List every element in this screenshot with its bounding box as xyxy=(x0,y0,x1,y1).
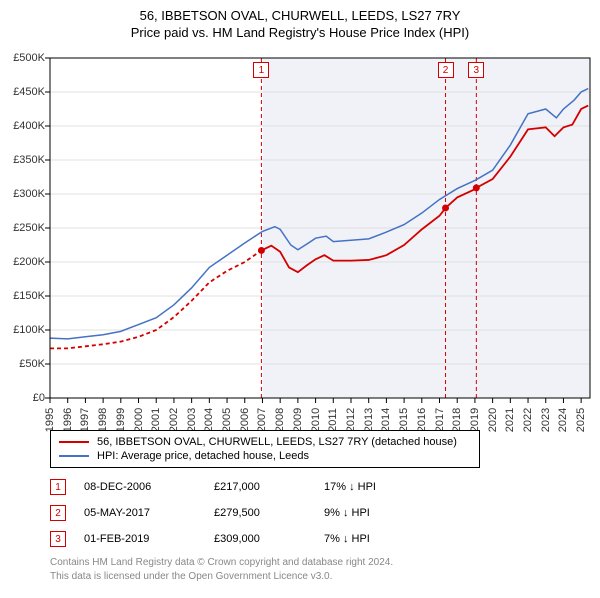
x-tick-label: 2007 xyxy=(256,408,268,432)
x-tick-label: 2000 xyxy=(133,408,145,432)
x-tick-label: 2012 xyxy=(345,408,357,432)
footer-attribution: Contains HM Land Registry data © Crown c… xyxy=(50,556,393,583)
y-tick-label: £0 xyxy=(33,392,45,404)
y-tick-label: £150K xyxy=(13,290,45,302)
legend-item: HPI: Average price, detached house, Leed… xyxy=(59,449,471,463)
sale-marker-icon: 3 xyxy=(50,531,66,547)
legend-label: HPI: Average price, detached house, Leed… xyxy=(97,450,309,462)
x-tick-label: 2009 xyxy=(292,408,304,432)
legend-swatch xyxy=(59,455,89,457)
x-tick-label: 2006 xyxy=(239,408,251,432)
x-tick-label: 2001 xyxy=(150,408,162,432)
x-tick-label: 2002 xyxy=(168,408,180,432)
x-tick-label: 2014 xyxy=(380,408,392,432)
sale-marker-1: 1 xyxy=(253,62,269,78)
y-tick-label: £250K xyxy=(13,222,45,234)
y-tick-label: £500K xyxy=(13,52,45,64)
x-tick-label: 2016 xyxy=(416,408,428,432)
x-tick-label: 2024 xyxy=(557,408,569,432)
sale-price: £279,500 xyxy=(214,507,324,519)
y-tick-label: £450K xyxy=(13,86,45,98)
footer-line2: This data is licensed under the Open Gov… xyxy=(50,570,393,584)
sale-date: 05-MAY-2017 xyxy=(84,507,214,519)
x-tick-label: 2022 xyxy=(522,408,534,432)
sale-hpi-delta: 9% ↓ HPI xyxy=(324,507,424,519)
chart-title: 56, IBBETSON OVAL, CHURWELL, LEEDS, LS27… xyxy=(0,8,600,23)
x-tick-label: 1995 xyxy=(44,408,56,432)
x-tick-label: 2021 xyxy=(504,408,516,432)
y-tick-label: £50K xyxy=(19,358,45,370)
x-tick-label: 1997 xyxy=(79,408,91,432)
sale-marker-2: 2 xyxy=(438,62,454,78)
sale-row: 2 05-MAY-2017£279,5009% ↓ HPI xyxy=(50,500,424,526)
sale-marker-icon: 1 xyxy=(50,479,66,495)
chart-svg xyxy=(44,52,596,404)
x-tick-label: 1998 xyxy=(97,408,109,432)
chart-container: 56, IBBETSON OVAL, CHURWELL, LEEDS, LS27… xyxy=(0,8,600,598)
sale-marker-3: 3 xyxy=(468,62,484,78)
sale-date: 01-FEB-2019 xyxy=(84,533,214,545)
legend-item: 56, IBBETSON OVAL, CHURWELL, LEEDS, LS27… xyxy=(59,435,471,449)
x-tick-label: 1996 xyxy=(62,408,74,432)
sales-table: 1 08-DEC-2006£217,00017% ↓ HPI 2 05-MAY-201… xyxy=(50,474,424,552)
y-tick-label: £350K xyxy=(13,154,45,166)
y-tick-label: £200K xyxy=(13,256,45,268)
x-tick-label: 2013 xyxy=(363,408,375,432)
legend: 56, IBBETSON OVAL, CHURWELL, LEEDS, LS27… xyxy=(50,430,480,468)
x-tick-label: 2023 xyxy=(540,408,552,432)
chart-area: £0£50K£100K£150K£200K£250K£300K£350K£400… xyxy=(50,58,590,398)
sale-row: 1 08-DEC-2006£217,00017% ↓ HPI xyxy=(50,474,424,500)
x-tick-label: 1999 xyxy=(115,408,127,432)
y-tick-label: £300K xyxy=(13,188,45,200)
sale-price: £309,000 xyxy=(214,533,324,545)
x-tick-label: 2025 xyxy=(575,408,587,432)
x-tick-label: 2017 xyxy=(434,408,446,432)
sale-hpi-delta: 17% ↓ HPI xyxy=(324,481,424,493)
sale-row: 3 01-FEB-2019£309,0007% ↓ HPI xyxy=(50,526,424,552)
sale-date: 08-DEC-2006 xyxy=(84,481,214,493)
sale-price: £217,000 xyxy=(214,481,324,493)
x-tick-label: 2003 xyxy=(186,408,198,432)
y-tick-label: £400K xyxy=(13,120,45,132)
legend-label: 56, IBBETSON OVAL, CHURWELL, LEEDS, LS27… xyxy=(97,436,457,448)
x-tick-label: 2011 xyxy=(327,408,339,432)
x-tick-label: 2010 xyxy=(310,408,322,432)
sale-marker-icon: 2 xyxy=(50,505,66,521)
y-tick-label: £100K xyxy=(13,324,45,336)
x-tick-label: 2008 xyxy=(274,408,286,432)
x-tick-label: 2004 xyxy=(203,408,215,432)
x-tick-label: 2018 xyxy=(451,408,463,432)
chart-subtitle: Price paid vs. HM Land Registry's House … xyxy=(0,25,600,40)
x-tick-label: 2015 xyxy=(398,408,410,432)
x-tick-label: 2005 xyxy=(221,408,233,432)
legend-swatch xyxy=(59,441,89,443)
footer-line1: Contains HM Land Registry data © Crown c… xyxy=(50,556,393,570)
sale-hpi-delta: 7% ↓ HPI xyxy=(324,533,424,545)
x-tick-label: 2020 xyxy=(487,408,499,432)
x-tick-label: 2019 xyxy=(469,408,481,432)
